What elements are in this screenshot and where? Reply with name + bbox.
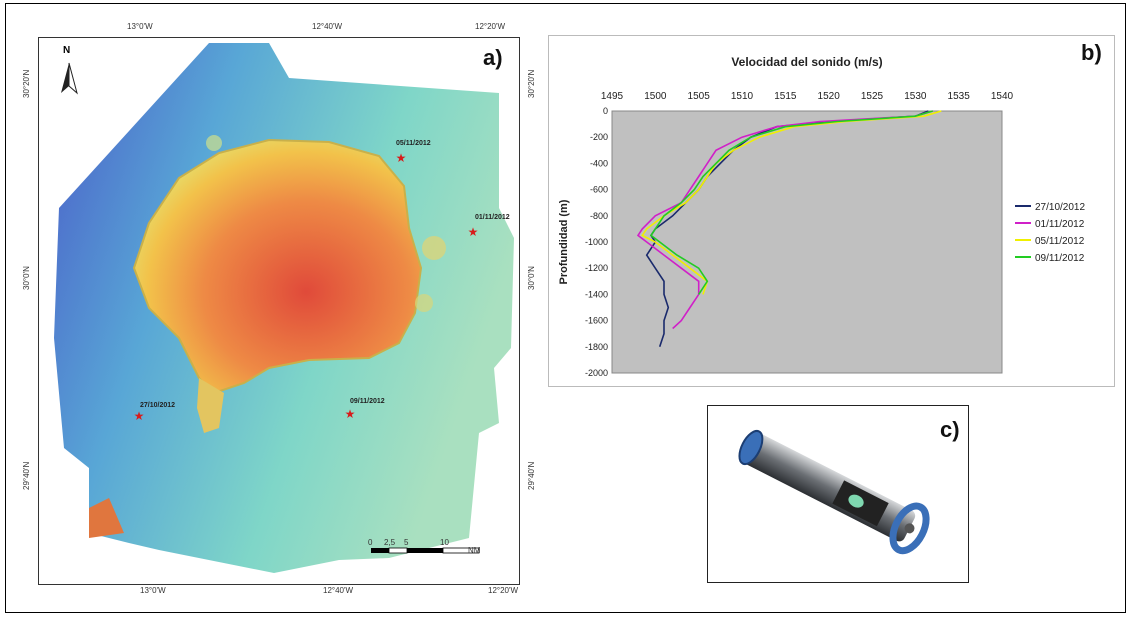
bathymetry-map: ★ ★ ★ ★ — [38, 37, 520, 585]
y-tick-label: -800 — [590, 211, 608, 221]
series-line-4 — [649, 110, 933, 295]
series-line-2 — [636, 110, 933, 330]
left-lat-label-3: 29°40'N — [22, 461, 31, 490]
seamount-bank — [132, 138, 423, 395]
left-lat-label-1: 30°20'N — [22, 69, 31, 98]
y-axis-title: Profundidad (m) — [558, 199, 570, 284]
y-tick-label: 0 — [603, 106, 608, 116]
scale-tick-1: 2,5 — [384, 538, 396, 547]
panel-c-label: c) — [940, 417, 960, 442]
x-tick-label: 1535 — [948, 91, 971, 102]
east-hills — [422, 236, 446, 260]
station-label-1: 05/11/2012 — [396, 140, 431, 147]
x-tick-label: 1530 — [904, 91, 927, 102]
legend-label-3: 05/11/2012 — [1035, 236, 1085, 247]
station-marker-1: ★ — [396, 151, 407, 165]
x-tick-label: 1525 — [861, 91, 884, 102]
scale-tick-0: 0 — [368, 538, 373, 547]
right-lat-label-1: 30°20'N — [527, 69, 536, 98]
scale-tick-2: 5 — [404, 538, 409, 547]
instrument-photo — [707, 405, 969, 583]
y-tick-label: -2000 — [585, 368, 608, 378]
station-markers: ★ ★ ★ ★ — [134, 151, 479, 423]
bottom-lon-label-3: 12°20'W — [488, 586, 519, 595]
y-tick-label: -400 — [590, 158, 608, 168]
scale-tick-3: 10 — [440, 538, 449, 547]
y-tick-label: -1200 — [585, 263, 608, 273]
legend-label-2: 01/11/2012 — [1035, 219, 1085, 230]
north-label: N — [63, 45, 71, 56]
station-marker-4: ★ — [345, 407, 356, 421]
svp-probe-drawing — [738, 429, 930, 555]
station-marker-3: ★ — [134, 409, 145, 423]
station-marker-2: ★ — [468, 225, 479, 239]
panel-b-label: b) — [1081, 40, 1102, 65]
y-tick-label: -600 — [590, 185, 608, 195]
figure-frame — [5, 3, 1126, 613]
station-label-3: 27/10/2012 — [140, 402, 176, 409]
y-tick-label: -1800 — [585, 342, 608, 352]
x-tick-label: 1540 — [991, 91, 1014, 102]
top-lon-label-2: 12°40'W — [312, 22, 343, 31]
sound-velocity-chart: Velocidad del sonido (m/s) 1495 1500 1505 15… — [548, 35, 1115, 387]
x-tick-label: 1515 — [774, 91, 797, 102]
right-lat-label-2: 30°0'N — [527, 266, 536, 290]
series-line-3 — [641, 110, 942, 295]
y-tick-label: -1400 — [585, 289, 608, 299]
bottom-lon-label-1: 13°0'W — [140, 586, 166, 595]
x-tick-label: 1505 — [688, 91, 711, 102]
y-tick-label: -1000 — [585, 237, 608, 247]
scale-unit: NM — [468, 546, 481, 555]
legend-label-4: 09/11/2012 — [1035, 253, 1085, 264]
southwest-hill — [89, 498, 124, 538]
plot-area — [611, 110, 1003, 374]
map-svg: ★ ★ ★ ★ — [54, 43, 514, 573]
x-tick-label: 1510 — [731, 91, 754, 102]
panel-a-label: a) — [483, 45, 503, 70]
y-tick-label: -200 — [590, 132, 608, 142]
x-tick-label: 1495 — [601, 91, 624, 102]
scale-bar — [371, 547, 480, 554]
south-spur — [197, 378, 224, 433]
top-lon-label-1: 13°0'W — [127, 22, 153, 31]
right-lat-label-3: 29°40'N — [527, 461, 536, 490]
legend-label-1: 27/10/2012 — [1035, 202, 1085, 213]
chart-title: Velocidad del sonido (m/s) — [731, 55, 882, 69]
x-tick-label: 1520 — [818, 91, 841, 102]
left-lat-label-2: 30°0'N — [22, 266, 31, 290]
chart-svg: Velocidad del sonido (m/s) 1495 1500 1505 15… — [558, 55, 1085, 378]
station-label-2: 01/11/2012 — [475, 214, 510, 221]
north-arrow-icon — [61, 62, 78, 95]
station-label-4: 09/11/2012 — [350, 398, 385, 405]
bottom-lon-label-2: 12°40'W — [323, 586, 354, 595]
y-tick-label: -1600 — [585, 316, 608, 326]
top-lon-label-3: 12°20'W — [475, 22, 506, 31]
x-tick-label: 1500 — [644, 91, 667, 102]
